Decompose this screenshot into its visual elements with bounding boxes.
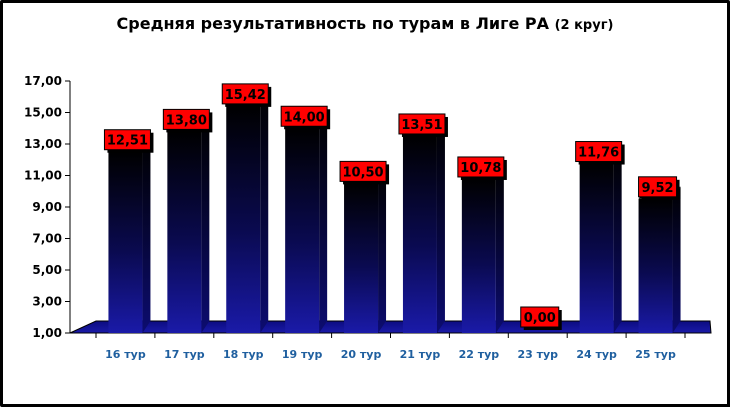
bar-group bbox=[579, 151, 622, 333]
data-label-box bbox=[339, 160, 387, 182]
bar-group bbox=[226, 93, 269, 333]
data-label-box bbox=[638, 176, 678, 198]
data-label: 12,51 bbox=[107, 134, 148, 149]
data-label: 13,51 bbox=[401, 118, 442, 133]
data-label: 13,80 bbox=[166, 113, 207, 128]
bar bbox=[226, 105, 261, 333]
bar-group bbox=[461, 166, 504, 333]
x-tick-label: 18 тур bbox=[223, 348, 264, 361]
x-tick-label: 16 тур bbox=[105, 348, 146, 361]
y-tick-label: 3,00 bbox=[32, 295, 62, 309]
y-tick-label: 5,00 bbox=[32, 263, 62, 277]
bar-side bbox=[201, 119, 210, 334]
bar bbox=[461, 178, 496, 333]
x-tick-label: 25 тур bbox=[635, 348, 676, 361]
data-label-box bbox=[280, 105, 328, 127]
bar bbox=[167, 131, 202, 333]
data-label-box bbox=[103, 129, 151, 151]
bar-side bbox=[672, 186, 681, 333]
data-label: 0,00 bbox=[524, 311, 556, 326]
bar-side bbox=[378, 171, 387, 333]
bar-group bbox=[167, 119, 210, 334]
data-label: 9,52 bbox=[642, 181, 674, 196]
y-tick-label: 13,00 bbox=[24, 137, 62, 151]
x-tick-label: 21 тур bbox=[400, 348, 441, 361]
x-tick-label: 20 тур bbox=[341, 348, 382, 361]
bar-side bbox=[142, 139, 151, 333]
data-label-box bbox=[221, 83, 269, 105]
chart-subtitle: (2 круг) bbox=[554, 18, 614, 33]
bar-side bbox=[436, 123, 445, 333]
bar bbox=[285, 128, 320, 333]
data-label: 11,76 bbox=[578, 146, 619, 161]
y-tick-label: 11,00 bbox=[24, 169, 62, 183]
bar-group bbox=[344, 171, 387, 333]
data-label-box bbox=[457, 156, 505, 178]
y-tick-label: 17,00 bbox=[24, 74, 62, 88]
x-tick-label: 24 тур bbox=[576, 348, 617, 361]
bar bbox=[638, 198, 673, 333]
data-label-box bbox=[398, 113, 446, 135]
bar-group bbox=[638, 186, 681, 333]
data-label: 10,78 bbox=[460, 161, 501, 176]
bar-side bbox=[613, 151, 622, 333]
y-tick-label: 9,00 bbox=[32, 200, 62, 214]
x-tick-label: 22 тур bbox=[459, 348, 500, 361]
chart-title-main: Средняя результативность по турам в Лиге… bbox=[116, 14, 550, 33]
bar-group bbox=[108, 139, 151, 333]
bar-side bbox=[319, 116, 328, 333]
data-label-box bbox=[162, 108, 210, 130]
x-tick-label: 17 тур bbox=[164, 348, 205, 361]
x-tick-label: 19 тур bbox=[282, 348, 323, 361]
bar-group bbox=[402, 123, 445, 333]
data-label: 14,00 bbox=[284, 110, 325, 125]
bar bbox=[108, 151, 143, 333]
y-tick-label: 7,00 bbox=[32, 232, 62, 246]
bar-side bbox=[495, 166, 504, 333]
bar-group bbox=[285, 116, 328, 333]
bar bbox=[579, 163, 614, 333]
bar bbox=[402, 135, 437, 333]
x-tick-label: 23 тур bbox=[517, 348, 558, 361]
bar-side bbox=[260, 93, 269, 333]
data-label: 15,42 bbox=[225, 88, 266, 103]
data-label-box bbox=[520, 306, 560, 328]
chart-title: Средняя результативность по турам в Лиге… bbox=[0, 14, 730, 33]
bar bbox=[344, 183, 379, 333]
y-tick-label: 1,00 bbox=[32, 326, 62, 340]
data-label: 10,50 bbox=[342, 165, 383, 180]
data-label-box bbox=[575, 141, 623, 163]
y-tick-label: 15,00 bbox=[24, 106, 62, 120]
